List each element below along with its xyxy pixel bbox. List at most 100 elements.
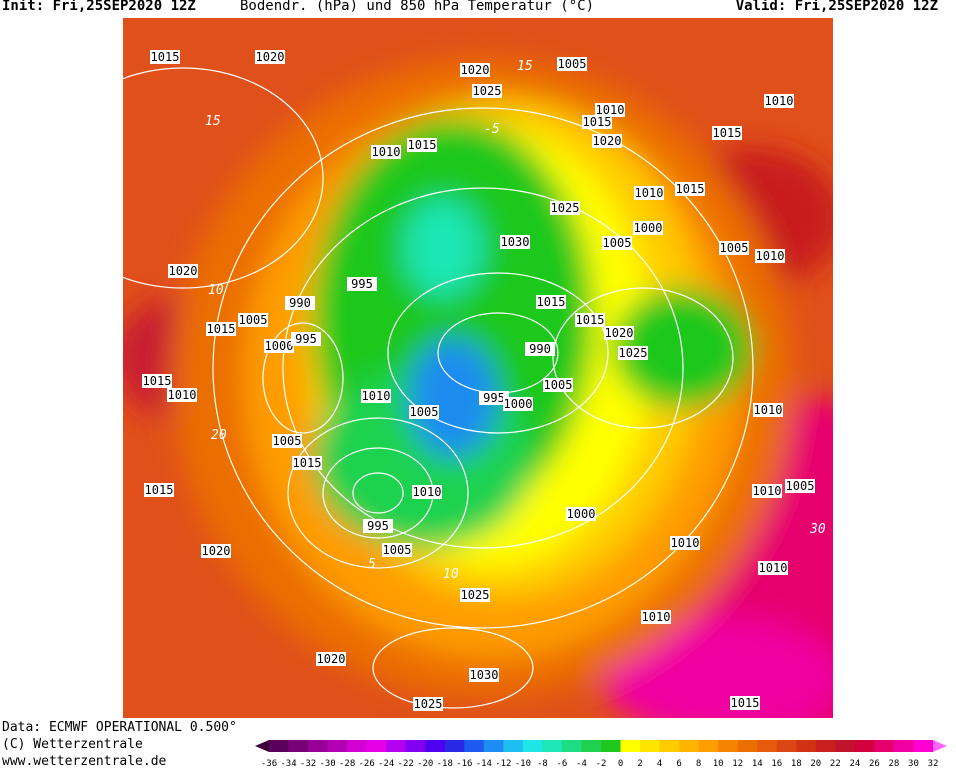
isobar-label: 1000 [265,339,294,353]
isobar-label-box [592,134,622,148]
colorbar-tick-label: 30 [908,759,919,768]
isobar-label: 1025 [461,588,490,602]
isobar-label-box [503,397,533,411]
isobar-label: 1005 [720,241,749,255]
isobar-label-box [764,94,794,108]
temperature-label: 30 [809,522,826,537]
colorbar-tick-label: 22 [830,759,841,768]
isobar-label: 1015 [293,456,322,470]
isobar-label: 1000 [634,221,663,235]
colorbar-segment [679,740,700,752]
colorbar-segment [561,740,582,752]
website: www.wetterzentrale.de [2,754,167,769]
colorbar-tick-label: -16 [456,759,472,768]
isobar-label-box [595,103,625,117]
colorbar-segment [522,740,543,752]
colorbar-tick-label: -24 [378,759,394,768]
isobar-label-box [730,696,760,710]
isobar-label-box [347,277,377,291]
isobar-label-box [525,342,555,356]
colorbar-tick-label: -6 [557,759,568,768]
isobar-label-box [550,201,580,215]
isobar-label: 1005 [383,543,412,557]
isobar-label-box [150,50,180,64]
colorbar-segment [913,740,934,752]
isobar-label-box [785,479,815,493]
colorbar-arrow-high [933,740,947,752]
colorbar-segment [620,740,641,752]
colorbar-tick-label: -34 [280,759,296,768]
colorbar-segment [659,740,680,752]
colorbar-arrow-low [255,740,269,752]
colorbar-tick-label: -36 [261,759,277,768]
isobar-label: 1030 [501,235,530,249]
colorbar-tick-label: -26 [359,759,375,768]
isobar-label: 1010 [642,610,671,624]
colorbar-segment [288,740,309,752]
colorbar-segment [464,740,485,752]
isobar-label: 990 [529,342,551,356]
isobar-label: 1020 [256,50,285,64]
isobar-label: 1015 [583,115,612,129]
temperature-label: -5 [484,122,500,137]
isobar-label-box [566,507,596,521]
colorbar-tick-label: 32 [928,759,939,768]
colorbar-segment [698,740,719,752]
colorbar-segment [327,740,348,752]
isobar-label-box [602,236,632,250]
isobar-label-box [407,138,437,152]
isobar-label: 1020 [593,134,622,148]
isobar-label: 1015 [207,322,236,336]
isobar-label: 1015 [576,313,605,327]
colorbar-segment [737,740,758,752]
isobar-label-box [460,63,490,77]
colorbar-segment [366,740,387,752]
isobar-label: 1010 [753,484,782,498]
colorbar-segment [835,740,856,752]
isobar-label-box [272,434,302,448]
isobar-label: 1020 [317,652,346,666]
colorbar-segment [893,740,914,752]
colorbar-segment [405,740,426,752]
isobar-label: 1025 [551,201,580,215]
temperature-label: 15 [517,59,533,74]
colorbar-tick-label: -2 [596,759,607,768]
isobar-label-box [291,332,321,346]
colorbar-segment [601,740,622,752]
isobar-label-box [382,543,412,557]
isobar-label: 1025 [619,346,648,360]
isobar-label: 1020 [169,264,198,278]
isobar-label-box [316,652,346,666]
colorbar-segment [542,740,563,752]
colorbar-tick-label: 2 [637,759,642,768]
isobar-label-box [292,456,322,470]
colorbar-tick-label: 6 [676,759,681,768]
valid-time: Valid: Fri,25SEP2020 12Z [735,0,938,14]
isobar-label-box [460,588,490,602]
isobar-label: 1015 [151,50,180,64]
copyright: (C) Wetterzentrale [2,737,143,752]
colorbar-segment [640,740,661,752]
isobar-label: 995 [367,519,389,533]
isobar-label-box [618,346,648,360]
colorbar-segment [874,740,895,752]
isobar-label: 1010 [756,249,785,263]
isobar-label: 1010 [754,403,783,417]
isobar-label: 1005 [410,405,439,419]
colorbar-segment [757,740,778,752]
colorbar-tick-label: -22 [398,759,414,768]
isobar-label: 1005 [558,57,587,71]
isobar-label: 1020 [461,63,490,77]
colorbar-tick-label: -20 [417,759,433,768]
isobar-label: 1010 [759,561,788,575]
colorbar-segment [776,740,797,752]
isobar-label: 990 [289,296,311,310]
temperature-label: 10 [208,283,224,298]
temperature-field [123,18,833,718]
isobar-label-box [371,145,401,159]
isobar-label-box [363,519,393,533]
isobar-label-box [500,235,530,249]
isobar-label-box [469,668,499,682]
